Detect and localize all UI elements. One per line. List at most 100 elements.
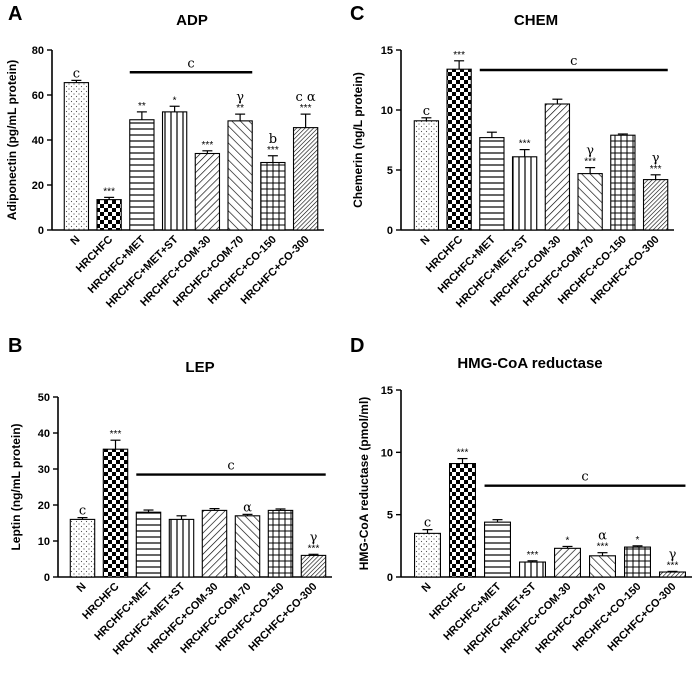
bar-N [63,82,90,231]
bar-HRCHFC+CO-150 [267,509,294,578]
significance-stars: * [173,95,177,106]
significance-letter: γ [236,90,244,105]
y-tick-label: 15 [381,385,393,397]
y-tick-label: 5 [387,165,393,177]
significance-letter: c [73,66,80,81]
y-tick-label: 0 [387,225,393,237]
y-axis-label: Chemerin (ng/L protein) [351,72,365,208]
bar-HRCHFC+CO-150 [610,134,636,231]
x-tick-label: HRCHFC+CO-300 [606,581,679,654]
bar-HRCHFC+CO-300 [292,127,319,231]
y-tick-label: 80 [32,45,44,57]
significance-stars: *** [519,139,531,150]
significance-letter: c [423,104,430,119]
y-tick-label: 30 [38,464,50,476]
bar-HRCHFC+COM-30 [201,509,228,578]
significance-letter: γ [669,547,677,562]
bar-HRCHFC+CO-300 [658,571,686,578]
chart-title: LEP [185,359,214,376]
significance-letter: b [269,132,277,147]
bar-HRCHFC+COM-70 [588,555,616,578]
panel-D: D HMG-CoA reductase HMG-CoA reductase (pmo… [350,335,692,657]
bar-HRCHFC+MET [135,511,162,578]
y-tick-label: 20 [32,180,44,192]
significance-stars: ** [236,103,244,114]
y-tick-label: 10 [381,105,393,117]
significance-stars: ** [138,101,146,112]
y-tick-label: 40 [38,428,50,440]
significance-letter: γ [586,144,594,159]
panel-B: B LEP Leptin (ng/mL protein) 0 10 20 30 40 50 c N *… [8,335,332,657]
bar-HRCHFC+MET+ST [518,561,546,578]
significance-stars: *** [110,429,122,440]
bar-HRCHFC+COM-30 [544,103,571,231]
significance-letter: γ [310,530,318,545]
chart-title: CHEM [514,12,558,29]
bar-N [69,518,96,578]
significance-stars: *** [453,50,465,61]
bar-HRCHFC+COM-30 [553,547,581,578]
bar-HRCHFC+CO-300 [642,179,669,231]
y-axis-label: Leptin (ng/mL protein) [9,423,23,550]
panel-label: B [8,335,22,357]
y-tick-label: 0 [387,572,393,584]
y-tick-label: 10 [381,447,393,459]
panel-A: A ADP Adiponectin (pg/mL protein) 0 20 40 60 80… [5,3,324,310]
significance-stars: *** [597,542,609,553]
bar-HRCHFC+COM-70 [577,173,603,231]
significance-stars: *** [308,543,320,554]
bar-HRCHFC+COM-70 [234,515,261,578]
panel-label: D [350,335,364,357]
group-comparison-label: c [581,470,588,485]
significance-stars: * [566,535,570,546]
panel-label: C [350,3,364,25]
bar-N [413,120,440,231]
y-tick-label: 40 [32,135,44,147]
bar-HRCHFC+MET+ST [168,518,195,578]
group-comparison-label: c [227,459,234,474]
bar-HRCHFC [102,448,129,578]
significance-letter: α [243,500,252,515]
bar-HRCHFC [446,68,472,231]
x-tick-label: N [75,581,89,595]
bar-HRCHFC+MET [479,137,505,231]
x-tick-label: N [420,581,434,595]
y-tick-label: 10 [38,536,50,548]
chart-title: ADP [176,12,208,29]
group-comparison-label: c [570,54,577,69]
y-tick-label: 50 [38,392,50,404]
group-comparison-label: c [187,56,194,71]
panel-C: C CHEM Chemerin (ng/L protein) 0 5 10 15 c N *** H… [350,3,674,310]
x-tick-label: N [68,234,82,248]
x-tick-label: HRCHFC+MET [436,233,498,295]
significance-letter: c α [296,90,316,105]
x-tick-label: HRCHFC+MET [92,580,154,642]
significance-stars: *** [457,448,469,459]
x-tick-label: HRCHFC+MET [86,233,148,295]
bar-HRCHFC+CO-150 [260,161,286,231]
significance-stars: *** [650,164,662,175]
x-tick-label: N [418,234,432,248]
y-axis-label: Adiponectin (pg/mL protein) [5,60,19,220]
bar-HRCHFC+MET+ST [161,111,188,231]
significance-stars: *** [667,560,679,571]
bar-HRCHFC+CO-300 [300,554,327,578]
significance-letter: c [424,516,431,531]
chart-title: HMG-CoA reductase [457,355,602,372]
significance-stars: * [636,535,640,546]
significance-stars: *** [584,157,596,168]
bar-HRCHFC+MET [129,119,155,231]
bar-HRCHFC [448,463,476,578]
significance-stars: *** [202,140,214,151]
bar-HRCHFC+MET [483,521,511,578]
y-tick-label: 0 [44,572,50,584]
y-tick-label: 5 [387,510,393,522]
significance-letter: α [598,529,607,544]
bar-HRCHFC+COM-70 [227,120,253,231]
y-tick-label: 60 [32,90,44,102]
bar-HRCHFC [96,199,122,231]
bar-HRCHFC+COM-30 [194,152,221,231]
panel-label: A [8,3,22,25]
bar-HRCHFC+CO-150 [623,546,651,578]
